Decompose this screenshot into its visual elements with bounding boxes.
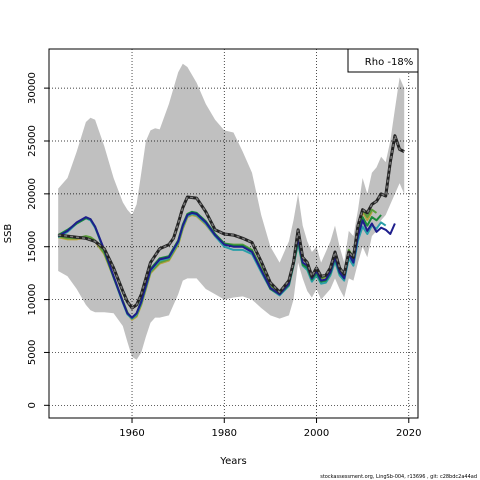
y-tick-label: 10000 bbox=[27, 284, 38, 316]
y-axis-title: SSB bbox=[3, 224, 14, 244]
footer-credit: stockassessment.org, LingSb-004, r13696 … bbox=[320, 474, 477, 480]
series-line-base-dash bbox=[58, 135, 405, 310]
y-axis-ticks: 0 5000 10000 15000 20000 25000 30000 bbox=[27, 72, 49, 408]
x-tick-label: 2020 bbox=[396, 428, 421, 439]
x-axis-ticks: 1960 1980 2000 2020 bbox=[119, 418, 422, 439]
y-tick-label: 0 bbox=[27, 402, 38, 408]
x-axis-title: Years bbox=[219, 456, 246, 467]
y-tick-label: 5000 bbox=[27, 340, 38, 365]
x-tick-label: 1980 bbox=[212, 428, 237, 439]
confidence-band bbox=[58, 63, 405, 360]
x-tick-label: 2000 bbox=[304, 428, 329, 439]
legend-rho-text: Rho -18% bbox=[365, 57, 413, 68]
plot-frame bbox=[48, 48, 419, 419]
y-tick-label: 25000 bbox=[27, 125, 38, 157]
y-tick-label: 20000 bbox=[27, 178, 38, 210]
y-tick-label: 30000 bbox=[27, 72, 38, 104]
y-tick-label: 15000 bbox=[27, 231, 38, 263]
legend: Rho -18% bbox=[347, 48, 419, 73]
confidence-band-layer bbox=[58, 63, 405, 360]
series-layer bbox=[57, 134, 405, 321]
legend-box bbox=[347, 48, 419, 73]
x-tick-label: 1960 bbox=[119, 428, 144, 439]
